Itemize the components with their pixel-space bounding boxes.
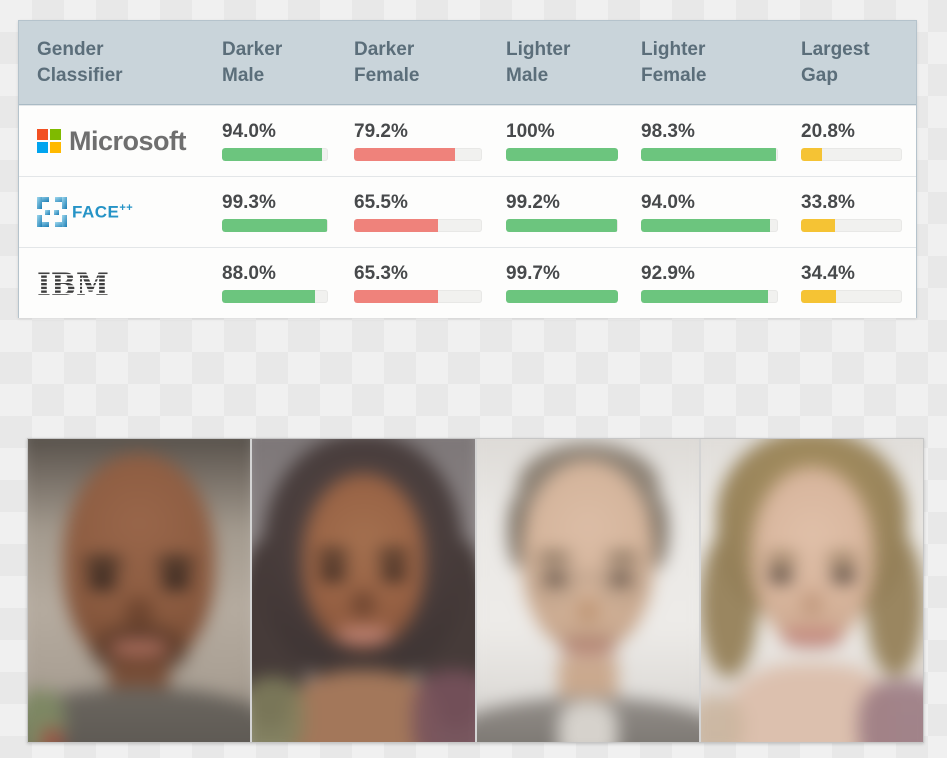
header-line: Gender xyxy=(37,38,104,60)
metric-cell: 79.2% xyxy=(354,121,506,161)
bar-fill xyxy=(354,219,438,232)
metric-cell: 65.5% xyxy=(354,192,506,232)
metric-cell: 94.0% xyxy=(641,192,801,232)
bar-fill xyxy=(354,290,438,303)
header-line: Darker xyxy=(222,38,283,60)
header-line: Classifier xyxy=(37,64,123,86)
bar-fill xyxy=(222,219,328,232)
bar-track xyxy=(506,219,618,232)
column-header-lighter-female: Lighter Female xyxy=(641,37,801,89)
bar-fill xyxy=(801,219,836,232)
bar-track xyxy=(354,148,482,161)
column-header-lighter-male: Lighter Male xyxy=(506,37,641,89)
header-line: Darker xyxy=(354,38,415,60)
facepp-logo: FACE++ xyxy=(19,197,222,227)
metric-value: 65.5% xyxy=(354,192,408,213)
bar-track xyxy=(354,290,482,303)
table-row-ibm: IBM 88.0% 65.3% 99.7% 92.9% 34.4% xyxy=(19,247,916,318)
metric-value: 92.9% xyxy=(641,263,695,284)
metric-value: 94.0% xyxy=(641,192,695,213)
facepp-pixel-icon xyxy=(37,197,67,227)
bar-fill xyxy=(801,148,822,161)
metric-value: 65.3% xyxy=(354,263,408,284)
header-line: Gap xyxy=(801,64,838,86)
microsoft-wordmark: Microsoft xyxy=(69,125,187,156)
column-header-darker-female: Darker Female xyxy=(354,37,506,89)
ibm-logo: IBM xyxy=(19,268,222,298)
bar-track xyxy=(506,148,618,161)
bar-track xyxy=(354,219,482,232)
metric-value: 79.2% xyxy=(354,121,408,142)
gender-classifier-table: Gender Classifier Darker Male Darker Fem… xyxy=(18,20,917,318)
facepp-plusplus: ++ xyxy=(119,201,134,214)
bar-track xyxy=(222,290,328,303)
bar-fill xyxy=(801,290,836,303)
bar-track xyxy=(801,148,902,161)
bar-fill xyxy=(641,290,769,303)
lighter-male-average-face xyxy=(476,439,699,742)
metric-value: 99.3% xyxy=(222,192,276,213)
bar-track xyxy=(641,148,778,161)
metric-cell: 92.9% xyxy=(641,263,801,303)
metric-value: 94.0% xyxy=(222,121,276,142)
bar-fill xyxy=(641,219,770,232)
metric-cell: 98.3% xyxy=(641,121,801,161)
bar-fill xyxy=(506,219,618,232)
darker-male-average-face xyxy=(28,439,251,742)
svg-text:IBM: IBM xyxy=(37,268,109,298)
darker-female-average-face xyxy=(252,439,475,742)
metric-cell: 88.0% xyxy=(222,263,354,303)
metric-cell: 99.2% xyxy=(506,192,641,232)
bar-track xyxy=(506,290,618,303)
facepp-wordmark: FACE++ xyxy=(72,201,134,222)
table-row-facepp: FACE++ 99.3% 65.5% 99.2% 94.0% 33.8% xyxy=(19,176,916,247)
header-line: Male xyxy=(506,64,549,86)
lighter-female-average-face xyxy=(700,439,923,742)
bar-fill xyxy=(506,290,618,303)
average-faces-image xyxy=(27,438,924,743)
header-line: Male xyxy=(222,64,265,86)
bar-fill xyxy=(641,148,776,161)
bar-track xyxy=(641,219,778,232)
bar-fill xyxy=(506,148,618,161)
metric-cell: 100% xyxy=(506,121,641,161)
metric-value: 100% xyxy=(506,121,555,142)
column-header-gender-classifier: Gender Classifier xyxy=(19,37,222,89)
bar-track xyxy=(222,219,328,232)
header-line: Female xyxy=(641,64,707,86)
bar-track xyxy=(222,148,328,161)
metric-value: 88.0% xyxy=(222,263,276,284)
metric-cell: 34.4% xyxy=(801,263,916,303)
ibm-striped-wordmark: IBM xyxy=(37,268,109,298)
microsoft-squares-icon xyxy=(37,129,61,153)
metric-value: 99.7% xyxy=(506,263,560,284)
header-line: Largest xyxy=(801,38,870,60)
metric-cell: 20.8% xyxy=(801,121,916,161)
metric-cell: 99.7% xyxy=(506,263,641,303)
metric-value: 99.2% xyxy=(506,192,560,213)
metric-cell: 33.8% xyxy=(801,192,916,232)
bar-track xyxy=(641,290,778,303)
microsoft-logo: Microsoft xyxy=(19,126,222,157)
header-line: Female xyxy=(354,64,420,86)
metric-cell: 99.3% xyxy=(222,192,354,232)
metric-cell: 65.3% xyxy=(354,263,506,303)
header-line: Lighter xyxy=(641,38,706,60)
bar-track xyxy=(801,290,902,303)
column-header-largest-gap: Largest Gap xyxy=(801,37,916,89)
bar-fill xyxy=(354,148,456,161)
metric-value: 34.4% xyxy=(801,263,855,284)
bar-fill xyxy=(222,290,316,303)
metric-value: 98.3% xyxy=(641,121,695,142)
column-header-darker-male: Darker Male xyxy=(222,37,354,89)
metric-value: 33.8% xyxy=(801,192,855,213)
bar-track xyxy=(801,219,902,232)
metric-cell: 94.0% xyxy=(222,121,354,161)
header-line: Lighter xyxy=(506,38,571,60)
table-header-row: Gender Classifier Darker Male Darker Fem… xyxy=(19,21,916,105)
bar-fill xyxy=(222,148,322,161)
table-row-microsoft: Microsoft 94.0% 79.2% 100% 98.3% 20.8% xyxy=(19,105,916,176)
metric-value: 20.8% xyxy=(801,121,855,142)
